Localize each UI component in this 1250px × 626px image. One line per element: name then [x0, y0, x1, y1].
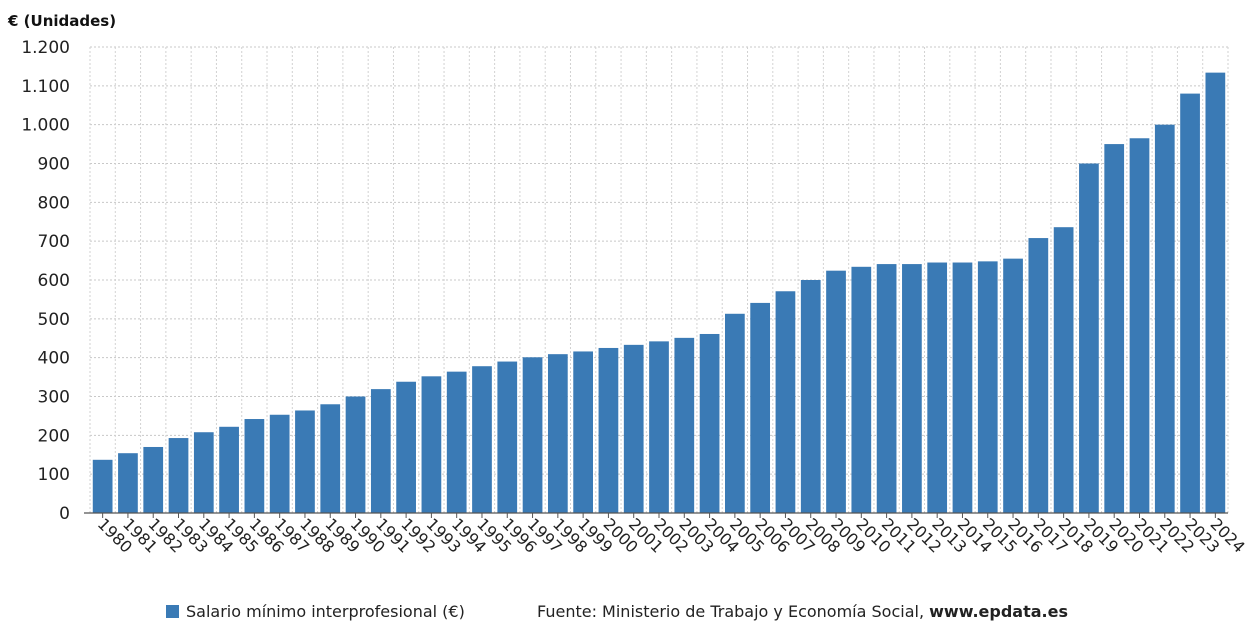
bar-2003 — [674, 337, 695, 513]
bar-1995 — [472, 366, 492, 513]
bar-1982 — [143, 446, 164, 513]
gridlines — [89, 46, 1229, 513]
bar-1996 — [497, 361, 518, 513]
bar-2018 — [1053, 227, 1074, 513]
x-axis-ticks: 1980198119821983198419851986198719881989… — [94, 513, 1249, 557]
bar-2005 — [725, 313, 745, 513]
source-prefix: Fuente: Ministerio de Trabajo y Economía… — [537, 602, 929, 621]
bar-1987 — [269, 414, 290, 513]
bar-1986 — [244, 419, 265, 513]
bar-2004 — [699, 333, 720, 513]
y-tick-label: 1.000 — [21, 116, 70, 136]
bar-1997 — [522, 357, 543, 513]
bar-1993 — [421, 376, 442, 513]
y-axis-ticks: 0 100 200 300 400 500 600 700 800 900 1.000 1.100 1.… — [21, 38, 70, 524]
bar-2024 — [1205, 72, 1226, 513]
bar-2023 — [1180, 93, 1200, 513]
legend: Salario mínimo interprofesional (€) — [166, 602, 465, 621]
bar-1991 — [370, 389, 391, 513]
bar-2009 — [826, 270, 846, 513]
bar-1980 — [92, 459, 113, 513]
y-tick-label: 700 — [38, 232, 70, 252]
y-tick-label: 800 — [38, 193, 70, 213]
bar-2011 — [876, 264, 897, 513]
bar-2000 — [598, 347, 619, 513]
bar-2002 — [649, 341, 669, 513]
bar-1999 — [573, 351, 593, 513]
y-tick-label: 900 — [38, 155, 70, 175]
bar-1988 — [295, 410, 315, 513]
legend-swatch — [166, 605, 179, 618]
bar-2021 — [1129, 138, 1150, 513]
source-note: Fuente: Ministerio de Trabajo y Economía… — [537, 602, 1068, 621]
bar-2008 — [800, 280, 821, 513]
bar-series — [92, 72, 1226, 514]
bar-2016 — [1003, 258, 1023, 513]
bar-2010 — [851, 266, 872, 513]
bar-2001 — [623, 344, 644, 513]
bar-2007 — [775, 291, 796, 513]
bar-2014 — [952, 262, 973, 513]
bar-1989 — [320, 404, 341, 513]
y-tick-label: 500 — [38, 310, 70, 330]
y-tick-label: 200 — [38, 426, 70, 446]
y-axis-unit-label: € (Unidades) — [7, 12, 116, 30]
source-site: www.epdata.es — [929, 602, 1068, 621]
legend-label: Salario mínimo interprofesional (€) — [186, 602, 465, 621]
bar-1983 — [168, 438, 189, 513]
bar-2006 — [750, 302, 771, 513]
y-tick-label: 600 — [38, 271, 70, 291]
bar-2012 — [902, 264, 922, 513]
bar-2020 — [1104, 144, 1125, 513]
bar-1990 — [345, 396, 366, 513]
bar-1998 — [547, 354, 568, 513]
y-tick-label: 100 — [38, 465, 70, 485]
y-tick-label: 1.100 — [21, 77, 70, 97]
bar-2022 — [1154, 124, 1175, 514]
bar-1981 — [118, 453, 138, 513]
bar-1994 — [446, 371, 467, 513]
bar-2015 — [977, 261, 998, 513]
bar-2017 — [1028, 238, 1049, 513]
bar-2013 — [927, 262, 948, 513]
bar-2019 — [1079, 163, 1099, 513]
bar-1992 — [396, 381, 416, 513]
bar-1984 — [193, 432, 214, 513]
bar-1985 — [219, 426, 239, 513]
y-tick-label: 0 — [59, 504, 70, 524]
y-tick-label: 400 — [38, 349, 70, 369]
y-tick-label: 1.200 — [21, 38, 70, 58]
y-tick-label: 300 — [38, 388, 70, 408]
